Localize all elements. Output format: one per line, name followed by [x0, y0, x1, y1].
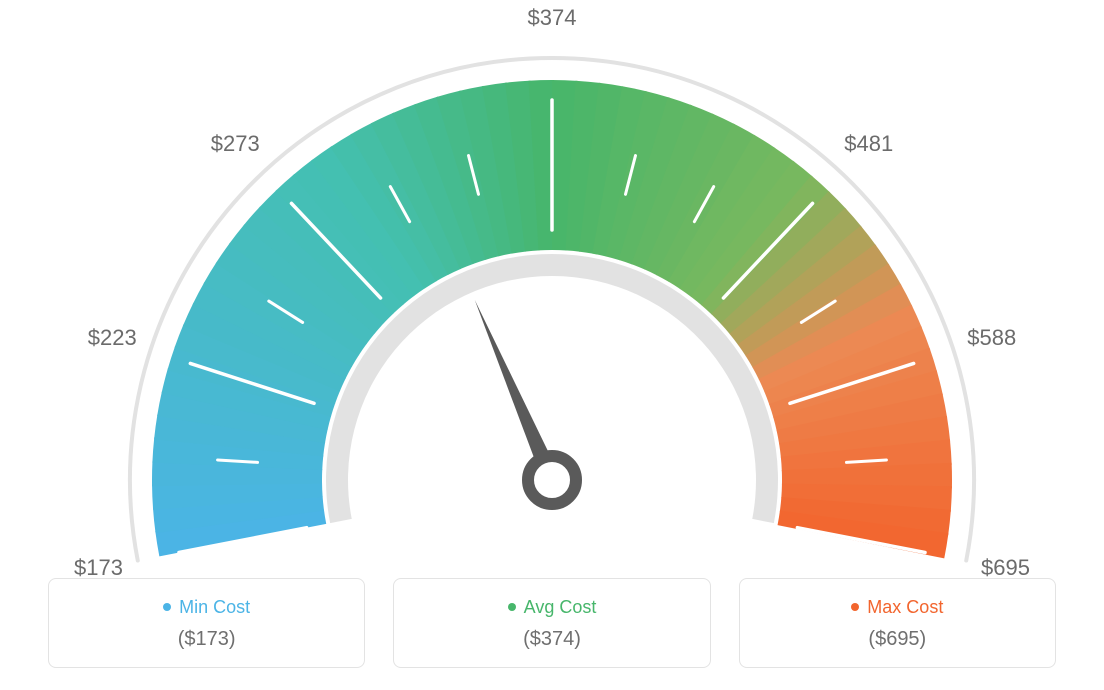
- gauge-tick-label: $588: [967, 325, 1016, 351]
- gauge-tick-label: $273: [211, 131, 260, 157]
- legend-avg-label: Avg Cost: [524, 597, 597, 617]
- gauge-tick-label: $374: [528, 5, 577, 31]
- legend-avg-title: Avg Cost: [404, 597, 699, 618]
- legend-max-card: Max Cost ($695): [739, 578, 1056, 668]
- legend-avg-value: ($374): [404, 628, 699, 651]
- cost-gauge: $173$223$273$374$481$588$695: [0, 0, 1104, 560]
- legend-avg-card: Avg Cost ($374): [393, 578, 710, 668]
- dot-icon: [508, 603, 516, 611]
- gauge-tick-label: $481: [844, 131, 893, 157]
- gauge-svg: [0, 0, 1104, 570]
- gauge-tick-label: $223: [88, 325, 137, 351]
- legend-min-card: Min Cost ($173): [48, 578, 365, 668]
- legend-min-label: Min Cost: [179, 597, 250, 617]
- legend-max-value: ($695): [750, 628, 1045, 651]
- legend-max-label: Max Cost: [867, 597, 943, 617]
- dot-icon: [851, 603, 859, 611]
- legend-row: Min Cost ($173) Avg Cost ($374) Max Cost…: [48, 578, 1056, 668]
- dot-icon: [163, 603, 171, 611]
- legend-min-title: Min Cost: [59, 597, 354, 618]
- legend-max-title: Max Cost: [750, 597, 1045, 618]
- legend-min-value: ($173): [59, 628, 354, 651]
